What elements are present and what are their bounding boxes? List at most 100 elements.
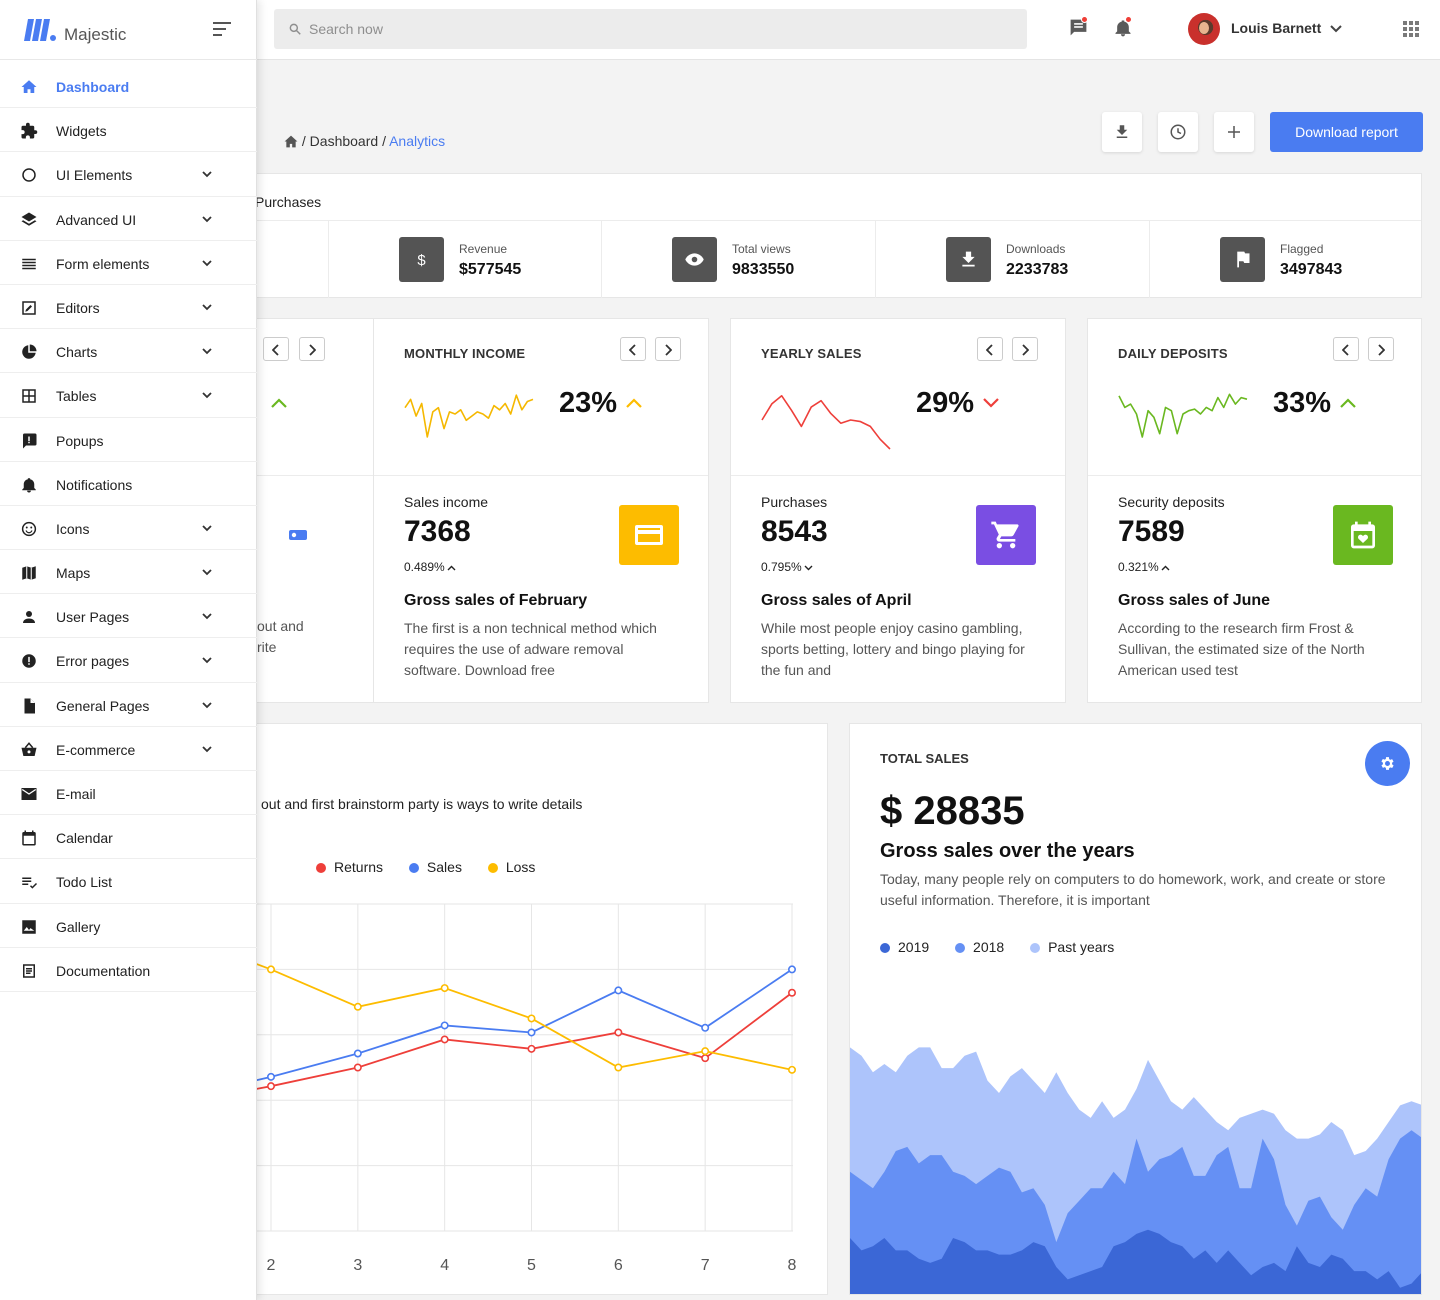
sidebar-item-popups[interactable]: Popups xyxy=(0,418,257,462)
legend-item[interactable]: 2018 xyxy=(955,939,1004,955)
chevron-down-icon[interactable] xyxy=(202,348,212,355)
sidebar-item-calendar[interactable]: Calendar xyxy=(0,815,257,860)
prev-button[interactable] xyxy=(620,337,646,361)
settings-button[interactable] xyxy=(1365,741,1410,786)
series-returns xyxy=(231,988,796,1095)
chart-legend: Returns Sales Loss xyxy=(316,859,557,875)
tab-purchases[interactable]: Purchases xyxy=(255,194,322,210)
user-name[interactable]: Louis Barnett xyxy=(1231,20,1322,36)
logo-icon[interactable] xyxy=(22,17,58,42)
sidebar-item-e-mail[interactable]: E-mail xyxy=(0,771,257,816)
data-point[interactable] xyxy=(440,1021,449,1030)
sidebar-item-ui-elements[interactable]: UI Elements xyxy=(0,152,257,197)
prev-button[interactable] xyxy=(1333,337,1359,361)
data-point[interactable] xyxy=(527,1044,536,1053)
data-point[interactable] xyxy=(353,1002,362,1011)
search-input[interactable] xyxy=(309,9,1009,49)
prev-button[interactable] xyxy=(977,337,1003,361)
home-icon[interactable] xyxy=(284,135,298,148)
legend-item[interactable]: Returns xyxy=(316,859,383,875)
home-icon xyxy=(21,80,37,93)
chevron-down-icon[interactable] xyxy=(202,613,212,620)
sidebar-item-documentation[interactable]: Documentation xyxy=(0,948,257,992)
chevron-down-icon[interactable] xyxy=(202,392,212,399)
sidebar-item-gallery[interactable]: Gallery xyxy=(0,904,257,948)
sidebar-item-error-pages[interactable]: Error pages xyxy=(0,638,257,683)
data-point[interactable] xyxy=(353,1049,362,1058)
card-description: According to the research firm Frost & S… xyxy=(1118,620,1365,678)
legend-item[interactable]: 2019 xyxy=(880,939,929,955)
data-point[interactable] xyxy=(353,1063,362,1072)
percent-value: 23% xyxy=(559,387,618,419)
data-point[interactable] xyxy=(266,1072,275,1081)
data-point[interactable] xyxy=(701,1047,710,1056)
sidebar-item-e-commerce[interactable]: E-commerce xyxy=(0,727,257,771)
legend-item[interactable]: Loss xyxy=(487,859,535,875)
download-button[interactable] xyxy=(1102,112,1142,152)
sidebar-item-icons[interactable]: Icons xyxy=(0,506,257,551)
sidebar-item-notifications[interactable]: Notifications xyxy=(0,462,257,506)
total-description: Today, many people rely on computers to … xyxy=(880,871,1386,908)
data-point[interactable] xyxy=(266,1082,275,1091)
chat-icon[interactable] xyxy=(1068,17,1089,38)
legend-item[interactable]: Past years xyxy=(1030,939,1114,955)
sidebar-item-maps[interactable]: Maps xyxy=(0,550,257,595)
data-point[interactable] xyxy=(527,1028,536,1037)
chevron-down-icon[interactable] xyxy=(202,701,212,709)
breadcrumb-dashboard[interactable]: Dashboard xyxy=(309,133,379,149)
chevron-down-icon[interactable] xyxy=(202,657,212,664)
chevron-down-icon[interactable] xyxy=(202,569,212,576)
chevron-down-icon[interactable] xyxy=(1330,25,1342,33)
avatar[interactable] xyxy=(1188,13,1220,45)
sidebar-item-general-pages[interactable]: General Pages xyxy=(0,683,257,727)
chevron-down-icon[interactable] xyxy=(202,525,212,532)
data-point[interactable] xyxy=(701,1054,710,1063)
data-point[interactable] xyxy=(614,1028,623,1037)
brand-name[interactable]: Majestic xyxy=(64,25,127,44)
sidebar-item-dashboard[interactable]: Dashboard xyxy=(0,64,257,109)
sidebar-item-editors[interactable]: Editors xyxy=(0,285,257,330)
add-button[interactable] xyxy=(1214,112,1254,152)
data-point[interactable] xyxy=(701,1023,710,1032)
data-point[interactable] xyxy=(527,1014,536,1023)
download-report-button[interactable]: Download report xyxy=(1270,112,1423,152)
history-button[interactable] xyxy=(1158,112,1198,152)
data-point[interactable] xyxy=(614,1063,623,1072)
sidebar-item-charts[interactable]: Charts xyxy=(0,329,257,374)
chevron-down-icon[interactable] xyxy=(202,260,212,267)
chevron-down-icon[interactable] xyxy=(202,215,212,223)
data-point[interactable] xyxy=(266,965,275,974)
total-heading: Gross sales over the years xyxy=(880,840,1135,862)
next-button[interactable] xyxy=(299,337,325,361)
legend-item[interactable]: Sales xyxy=(408,859,462,875)
data-point[interactable] xyxy=(440,984,449,993)
stat-value: 3497843 xyxy=(1280,261,1343,278)
sidebar-item-widgets[interactable]: Widgets xyxy=(0,108,257,153)
sidebar-item-user-pages[interactable]: User Pages xyxy=(0,594,257,639)
prev-button[interactable] xyxy=(263,337,289,361)
sidebar-item-form-elements[interactable]: Form elements xyxy=(0,241,257,285)
data-point[interactable] xyxy=(440,1035,449,1044)
data-point[interactable] xyxy=(787,965,796,974)
data-point[interactable] xyxy=(787,1065,796,1074)
sidebar-item-advanced-ui[interactable]: Advanced UI xyxy=(0,197,257,241)
next-button[interactable] xyxy=(1012,337,1038,361)
x-tick-label: 7 xyxy=(701,1257,710,1274)
bell-icon[interactable] xyxy=(1113,17,1133,39)
sidebar-item-tables[interactable]: Tables xyxy=(0,373,257,418)
sidebar-item-todo-list[interactable]: Todo List xyxy=(0,859,257,904)
chevron-down-icon[interactable] xyxy=(202,171,212,178)
data-point[interactable] xyxy=(787,988,796,997)
next-button[interactable] xyxy=(1368,337,1394,361)
chevron-down-icon[interactable] xyxy=(202,746,212,753)
menu-toggle-icon[interactable] xyxy=(213,22,231,36)
lines-icon xyxy=(22,258,36,269)
chevron-down-icon[interactable] xyxy=(202,304,212,311)
search-box[interactable] xyxy=(274,9,1027,49)
data-point[interactable] xyxy=(614,986,623,995)
apps-grid-icon[interactable] xyxy=(1403,21,1419,37)
line-chart: 2 3 4 5 6 7 8 xyxy=(231,903,797,1274)
next-button[interactable] xyxy=(655,337,681,361)
caret-up-icon xyxy=(1161,565,1170,571)
sidebar-item-label: E-commerce xyxy=(56,741,136,758)
